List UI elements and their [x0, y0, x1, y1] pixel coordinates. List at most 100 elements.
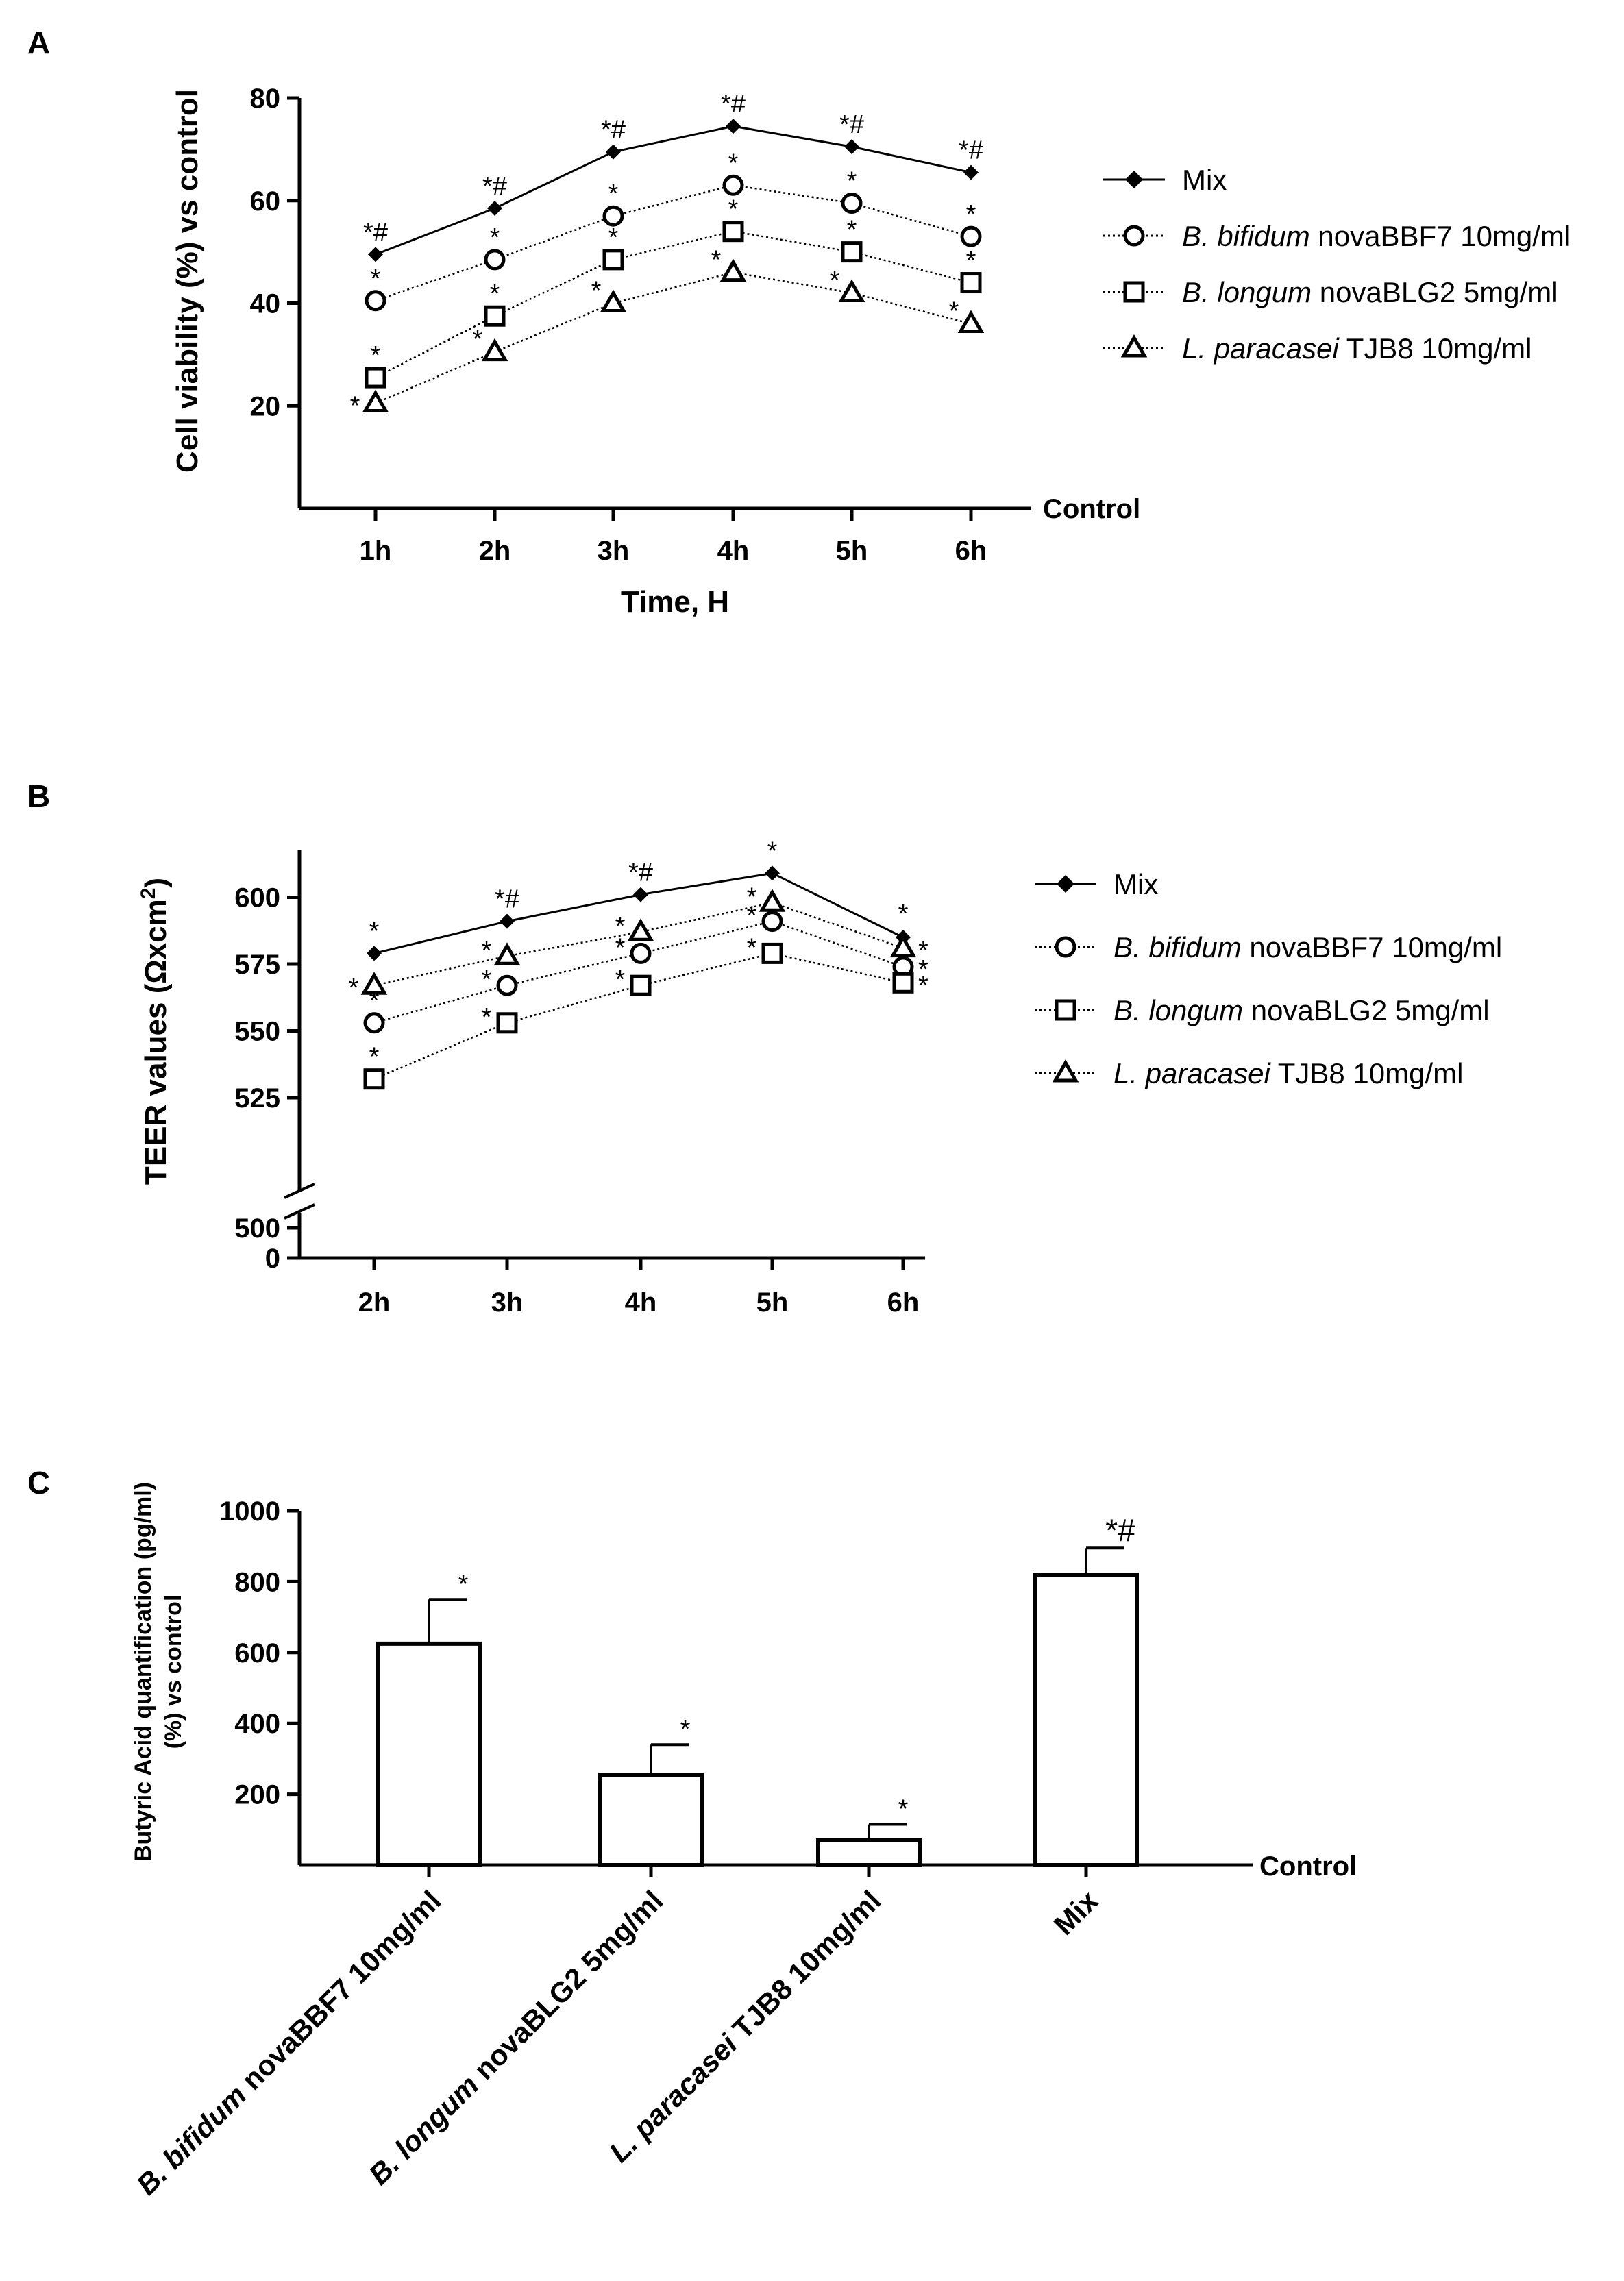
panel-b-legend-0-marker — [1057, 875, 1074, 893]
panel-b-legend-3-label: L. paracasei TJB8 10mg/ml — [1114, 1057, 1463, 1089]
panel-c-category-label-italic-0: B. bifidum — [130, 2079, 252, 2201]
panel-a-annotation-3-4: * — [830, 267, 840, 295]
panel-c-category-label-rest-1: novaBLG2 5mg/ml — [462, 1884, 669, 2091]
panel-c-plot: 200 400 600 800 1000 * B. bifidum novaBBF7 10m… — [130, 1496, 1253, 2201]
panel-b-legend-1-label-italic: B. bifidum — [1114, 931, 1242, 963]
panel-c-category-label-rest-3: Mix — [1048, 1884, 1105, 1941]
panel-a-annotation-3-0: * — [350, 392, 360, 421]
panel-a-point-2-4 — [841, 241, 863, 263]
panel-b-point-1-2 — [630, 942, 652, 964]
panel-b-annotation-0-4: * — [898, 900, 909, 928]
panel-a-baseline-label: Control — [1043, 494, 1140, 524]
panel-c-y-tick-label-3: 800 — [234, 1567, 280, 1597]
panel-a-annotation-1-2: * — [608, 180, 619, 208]
panel-c-annotation-3: *# — [1105, 1512, 1135, 1548]
panel-a-annotation-2-1: * — [490, 280, 500, 308]
panel-a-point-0-0 — [368, 247, 383, 262]
panel-b-legend-1-label-rest: novaBBF7 10mg/ml — [1242, 931, 1503, 963]
panel-a-point-1-1 — [484, 249, 506, 271]
panel-a-annotation-0-1: *# — [482, 172, 507, 201]
panel-a-series-line-3 — [375, 271, 972, 404]
panel-a-y-tick-label-1: 40 — [250, 289, 281, 319]
panel-a-legend-0-label-rest: Mix — [1182, 164, 1227, 196]
panel-letter-c: C — [27, 1465, 50, 1501]
panel-a-legend-1-label-rest: novaBBF7 10mg/ml — [1310, 220, 1571, 252]
panel-b-annotation-1-3: * — [747, 902, 757, 930]
panel-a-legend-1-label-italic: B. bifidum — [1182, 220, 1310, 252]
panel-letter-b: B — [27, 778, 50, 814]
panel-a-annotation-0-3: *# — [721, 90, 746, 119]
panel-a-point-3-1 — [481, 338, 508, 362]
panel-b-annotation-0-2: *# — [628, 859, 653, 887]
panel-b-legend-1-label: B. bifidum novaBBF7 10mg/ml — [1114, 931, 1502, 963]
panel-a-point-2-2 — [602, 249, 624, 271]
panel-a-x-tick-label-5: 6h — [955, 536, 987, 566]
panel-c-y-axis-title-line2: (%) vs control — [160, 1595, 186, 1749]
panel-a-point-1-4 — [841, 192, 863, 214]
panel-b-point-3-2 — [627, 918, 654, 941]
panel-b-legend-3-label-italic: L. paracasei — [1114, 1057, 1271, 1089]
panel-a-x-tick-label-4: 5h — [836, 536, 868, 566]
panel-a-annotation-0-2: *# — [601, 116, 626, 145]
panel-b-y-tick-label-1: 550 — [234, 1017, 280, 1047]
panel-c-bar-1 — [598, 1773, 704, 1868]
panel-b-lower-tick-label-1: 0 — [265, 1244, 280, 1274]
panel-c-baseline-label: Control — [1259, 1851, 1357, 1882]
panel-a-point-0-4 — [844, 139, 859, 155]
panel-c-category-label-italic-1: B. longum — [362, 2069, 484, 2191]
panel-a-y-tick-label-3: 80 — [250, 84, 281, 114]
panel-a-point-2-1 — [484, 305, 506, 327]
panel-a-legend-2-marker — [1123, 281, 1145, 303]
panel-a-point-0-2 — [606, 144, 621, 160]
panel-b-point-2-2 — [630, 974, 652, 996]
panel-b-y-tick-label-2: 575 — [234, 950, 280, 980]
panel-b-annotation-3-0: * — [349, 974, 359, 1002]
panel-a-point-2-5 — [960, 272, 982, 294]
panel-a-y-tick-label-0: 20 — [250, 391, 281, 421]
panel-a-annotation-2-0: * — [371, 341, 381, 370]
panel-a-point-1-2 — [602, 205, 624, 227]
panel-b-legend-0-label-rest: Mix — [1114, 868, 1158, 900]
panel-a-series-line-0 — [375, 125, 972, 256]
panel-a-annotation-1-3: * — [728, 149, 739, 177]
panel-a-series-line-1 — [375, 184, 972, 301]
panel-a-x-axis-title: Time, H — [621, 585, 729, 619]
panel-b-series-line-3 — [373, 902, 904, 987]
panel-b-annotation-0-0: * — [369, 917, 380, 946]
panel-b-point-0-2 — [633, 887, 648, 902]
panel-b-annotation-2-4: * — [918, 971, 928, 1000]
panel-b-annotation-2-0: * — [369, 1043, 380, 1072]
panel-b-axis-break-mark-bottom — [284, 1203, 315, 1220]
panel-a-point-2-3 — [722, 221, 744, 243]
panel-b-y-axis-title-sup: 2 — [137, 888, 160, 900]
panel-b-series-line-2 — [373, 952, 904, 1080]
panel-a-annotation-1-4: * — [847, 167, 857, 195]
panel-b-y-tick-label-3: 600 — [234, 883, 280, 913]
panel-a-annotation-2-4: * — [847, 216, 857, 245]
panel-a-legend-3-label-italic: L. paracasei — [1182, 332, 1340, 365]
panel-a-annotation-3-5: * — [949, 297, 959, 325]
panel-b-point-2-4 — [892, 972, 914, 994]
panel-c-y-tick-label-1: 400 — [234, 1709, 280, 1739]
panel-a-legend-0-label: Mix — [1182, 164, 1227, 196]
panel-c-bar-3 — [1033, 1573, 1139, 1868]
panel-a-annotation-3-1: * — [473, 325, 483, 354]
panel-b-annotation-1-4: * — [918, 955, 928, 984]
panel-b-legend-2-label: B. longum novaBLG2 5mg/ml — [1114, 994, 1490, 1026]
panel-b-annotation-3-3: * — [747, 883, 757, 911]
panel-b-point-1-0 — [363, 1012, 385, 1034]
panel-a-point-1-0 — [365, 290, 386, 312]
panel-b-annotation-3-2: * — [615, 912, 626, 941]
panel-a-annotation-3-3: * — [711, 246, 722, 275]
panel-b-x-tick-label-1: 3h — [491, 1287, 524, 1318]
panel-c-y-tick-label-4: 1000 — [219, 1496, 280, 1527]
panel-c-category-label-rest-0: novaBBF7 10mg/ml — [230, 1884, 447, 2101]
panel-a-legend-2-label-rest: novaBLG2 5mg/ml — [1312, 276, 1558, 308]
panel-b-x-tick-label-3: 5h — [756, 1287, 789, 1318]
panel-a-legend-3-marker — [1120, 334, 1148, 358]
panel-a-series-line-2 — [375, 230, 972, 379]
panel-b-legend-0-label: Mix — [1114, 868, 1158, 900]
panel-a-annotation-2-5: * — [966, 247, 976, 275]
panel-c-bar-2 — [816, 1838, 922, 1868]
